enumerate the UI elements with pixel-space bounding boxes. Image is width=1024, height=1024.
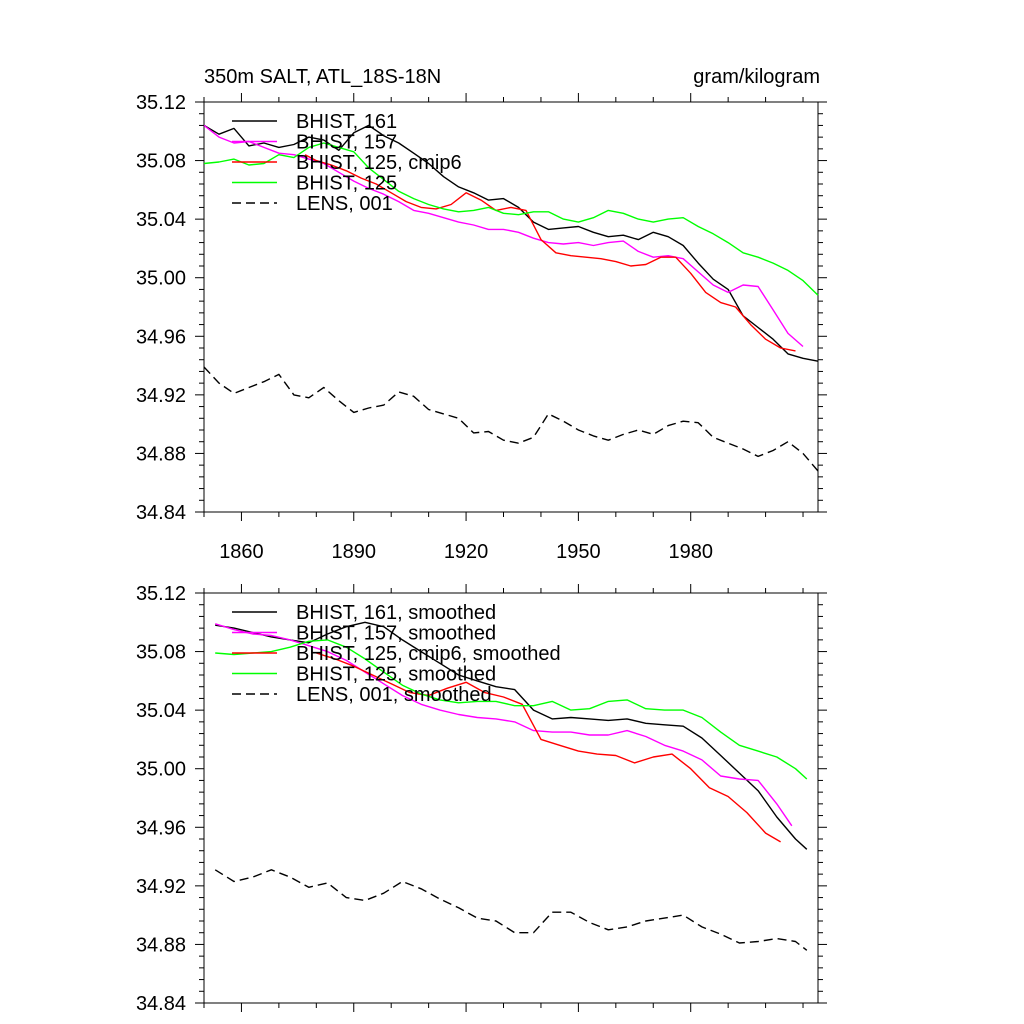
y-tick-label: 35.08 bbox=[136, 151, 186, 173]
legend-label: LENS, 001 bbox=[296, 193, 393, 215]
raw-timeseries-panel: 34.84 34.88 34.92 34.96 35.00 35.04 35.08 35.12… bbox=[136, 66, 827, 563]
legend-label: LENS, 001, smoothed bbox=[296, 684, 492, 706]
x-tick-label: 1890 bbox=[332, 541, 377, 563]
y-tick-label: 35.04 bbox=[136, 209, 186, 231]
series-line-0 bbox=[203, 124, 819, 362]
legend-label: BHIST, 125, cmip6, smoothed bbox=[296, 643, 561, 665]
series-line-1 bbox=[203, 124, 804, 348]
series-line-3 bbox=[215, 639, 808, 780]
y-tick-label: 35.00 bbox=[136, 759, 186, 781]
series-line-1 bbox=[214, 623, 793, 827]
series-line-0 bbox=[215, 621, 808, 850]
y-tick-label: 34.84 bbox=[136, 502, 186, 524]
series-line-2 bbox=[304, 154, 796, 352]
y-tick-label: 35.12 bbox=[136, 92, 186, 114]
legend-label: BHIST, 125, smoothed bbox=[296, 664, 496, 686]
plot-frame bbox=[203, 592, 819, 1004]
x-tick-label: 1980 bbox=[668, 541, 713, 563]
y-tick-label: 35.00 bbox=[136, 268, 186, 290]
y-tick-label: 34.88 bbox=[136, 934, 186, 956]
units-label: gram/kilogram bbox=[693, 66, 820, 88]
y-tick-label: 34.92 bbox=[136, 876, 186, 898]
chart-title: 350m SALT, ATL_18S-18N bbox=[204, 66, 441, 88]
y-tick-label: 34.84 bbox=[136, 993, 186, 1015]
y-tick-label: 35.08 bbox=[136, 642, 186, 664]
y-tick-label: 35.12 bbox=[136, 583, 186, 605]
legend-label: BHIST, 125, cmip6 bbox=[296, 152, 462, 174]
smoothed-timeseries-panel: 34.84 34.88 34.92 34.96 35.00 35.04 35.08 35.12… bbox=[136, 583, 827, 1015]
legend-label: BHIST, 157, smoothed bbox=[296, 623, 496, 645]
y-tick-label: 34.88 bbox=[136, 443, 186, 465]
legend-label: BHIST, 161 bbox=[296, 111, 397, 133]
x-tick-label: 1860 bbox=[219, 541, 264, 563]
y-tick-label: 35.04 bbox=[136, 700, 186, 722]
y-tick-label: 34.96 bbox=[136, 817, 186, 839]
y-tick-label: 34.96 bbox=[136, 326, 186, 348]
plot-frame bbox=[203, 101, 819, 513]
x-tick-label: 1920 bbox=[444, 541, 489, 563]
legend-label: BHIST, 157 bbox=[296, 132, 397, 154]
series-line-3 bbox=[203, 142, 819, 296]
legend-label: BHIST, 125 bbox=[296, 173, 397, 195]
series-line-4 bbox=[214, 869, 808, 951]
x-tick-label: 1950 bbox=[556, 541, 601, 563]
series-line-4 bbox=[203, 366, 819, 472]
legend-label: BHIST, 161, smoothed bbox=[296, 602, 496, 624]
y-tick-label: 34.92 bbox=[136, 385, 186, 407]
series-line-2 bbox=[316, 652, 781, 843]
